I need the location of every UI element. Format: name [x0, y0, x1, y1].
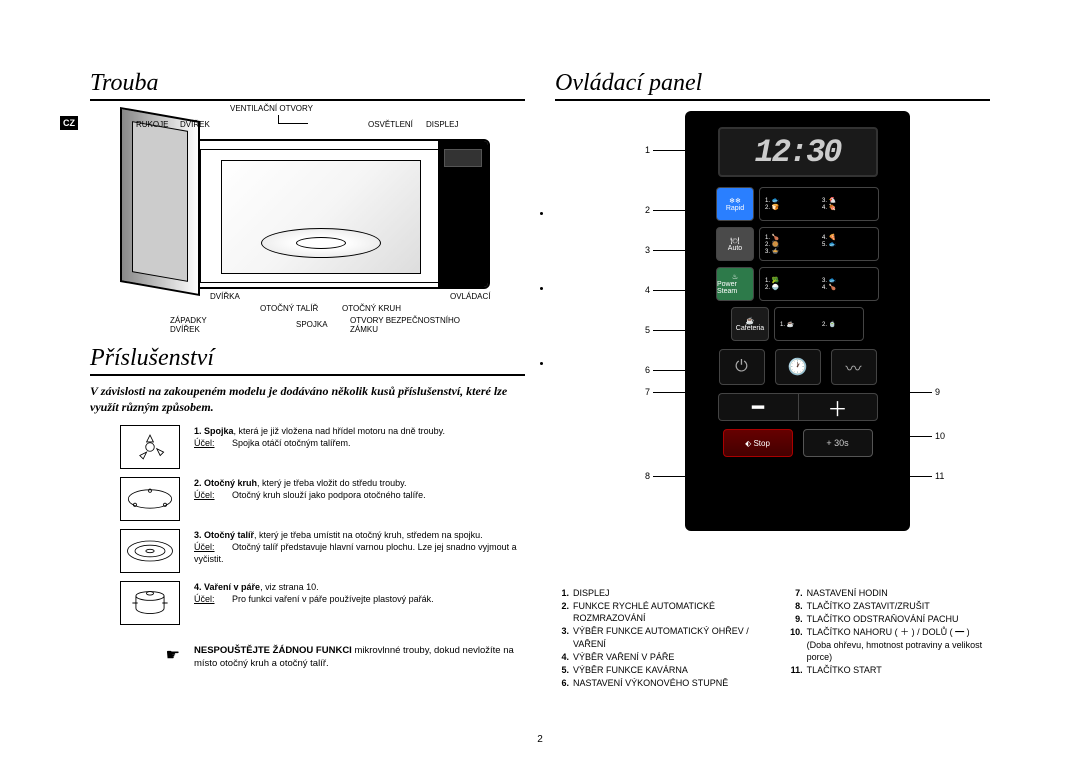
cafe-button[interactable]: ☕Cafeteria	[731, 307, 769, 341]
cafe-programs: 1. ☕2. 🍵	[774, 307, 864, 341]
control-panel: 12:30 ❄❄Rapid1. 🐟3. 🐔2. 🍞4. 🍖 🍽Auto1. 🍗4…	[685, 111, 910, 531]
pointer-icon: ☛	[120, 645, 180, 671]
rapid-button[interactable]: ❄❄Rapid	[716, 187, 754, 221]
accessory-item: 1. Spojka, která je již vložena nad hříd…	[120, 425, 525, 469]
label-ring: OTOČNÝ KRUH	[342, 305, 401, 314]
up-button[interactable]: ＋	[798, 393, 878, 421]
label-turntable: OTOČNÝ TALÍŘ	[260, 305, 318, 314]
label-light: OSVĚTLENÍ	[368, 121, 413, 130]
panel-legend: 1.DISPLEJ 2.FUNKCE RYCHLÉ AUTOMATICKÉ RO…	[555, 587, 990, 690]
label-door: DVÍŘKA	[210, 293, 240, 302]
label-handle: RUKOJE	[136, 121, 168, 130]
steam-programs: 1. 🥦3. 🐟2. 🍚4. 🍗	[759, 267, 879, 301]
down-button[interactable]: ━	[718, 393, 798, 421]
lang-badge: CZ	[60, 116, 78, 130]
label-coupler: SPOJKA	[296, 321, 328, 330]
steamer-icon	[120, 581, 180, 625]
power-level-button[interactable]: ⏻	[719, 349, 765, 385]
label-display: DISPLEJ	[426, 121, 458, 130]
auto-button[interactable]: 🍽Auto	[716, 227, 754, 261]
accessory-item: 2. Otočný kruh, který je třeba vložit do…	[120, 477, 525, 521]
left-column: CZ Trouba VENTILAČNÍ OTVORY RUKOJE DVÍŘE…	[90, 70, 525, 690]
accessories-list: 1. Spojka, která je již vložena nad hříd…	[120, 425, 525, 625]
label-safety: OTVORY BEZPEČNOSTNÍHO ZÁMKU	[350, 317, 480, 335]
label-vent: VENTILAČNÍ OTVORY	[230, 105, 313, 114]
accessory-item: 4. Vaření v páře, viz strana 10.Účel:Pro…	[120, 581, 525, 625]
page-number: 2	[537, 734, 543, 745]
time-display: 12:30	[718, 127, 878, 177]
clock-button[interactable]: 🕐	[775, 349, 821, 385]
warning-note: ☛ NESPOUŠTĚJTE ŽÁDNOU FUNKCI mikrovlnné …	[120, 645, 525, 671]
label-door2: DVÍŘEK	[180, 121, 210, 130]
heading-accessories: Příslušenství	[90, 345, 525, 376]
auto-programs: 1. 🍗4. 🍕2. 🥘5. 🐟3. 🍲	[759, 227, 879, 261]
accessory-item: 3. Otočný talíř, který je třeba umístit …	[120, 529, 525, 573]
ring-icon	[120, 477, 180, 521]
heading-oven: Trouba	[90, 70, 525, 101]
right-column: Ovládací panel 1 2 3 4 5 6 7 8 9 10 11 1…	[555, 70, 990, 690]
oven-diagram: VENTILAČNÍ OTVORY RUKOJE DVÍŘEK OSVĚTLEN…	[110, 109, 490, 309]
deodorize-button[interactable]: 〰	[831, 349, 877, 385]
start-30s-button[interactable]: + 30s	[803, 429, 873, 457]
heading-panel: Ovládací panel	[555, 70, 990, 101]
steam-button[interactable]: ♨Power Steam	[716, 267, 754, 301]
tray-icon	[120, 529, 180, 573]
coupler-icon	[120, 425, 180, 469]
stop-button[interactable]: ⬖ Stop	[723, 429, 793, 457]
label-panel: OVLÁDACÍ	[450, 293, 490, 302]
accessories-intro: V závislosti na zakoupeném modelu je dod…	[90, 384, 525, 415]
rapid-programs: 1. 🐟3. 🐔2. 🍞4. 🍖	[759, 187, 879, 221]
column-divider	[540, 140, 541, 703]
label-latches: ZÁPADKY DVÍŘEK	[170, 317, 230, 335]
